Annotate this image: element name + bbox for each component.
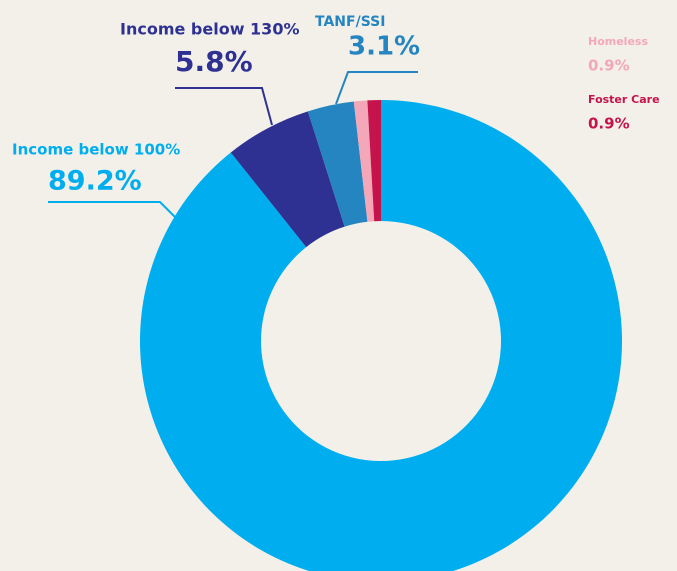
donut-segment (140, 100, 622, 571)
segment-label: TANF/SSI (315, 14, 385, 30)
segment-label: Homeless (588, 35, 648, 48)
donut-segment (230, 111, 345, 248)
donut-segment (353, 100, 375, 222)
segment-value-label: 3.1% (348, 32, 420, 62)
segment-label: Foster Care (588, 93, 660, 106)
leader-line (335, 71, 418, 105)
segment-label: Income below 100% (12, 141, 180, 159)
segment-label: Income below 130% (120, 20, 299, 39)
segment-value-label: 5.8% (175, 45, 253, 78)
donut-segment (307, 101, 368, 227)
donut-segment (367, 100, 381, 222)
segment-value-label: 0.9% (588, 115, 630, 133)
segment-value-label: 89.2% (48, 166, 142, 197)
segment-value-label: 0.9% (588, 57, 630, 75)
leader-line (48, 201, 177, 219)
leader-line (175, 87, 273, 126)
